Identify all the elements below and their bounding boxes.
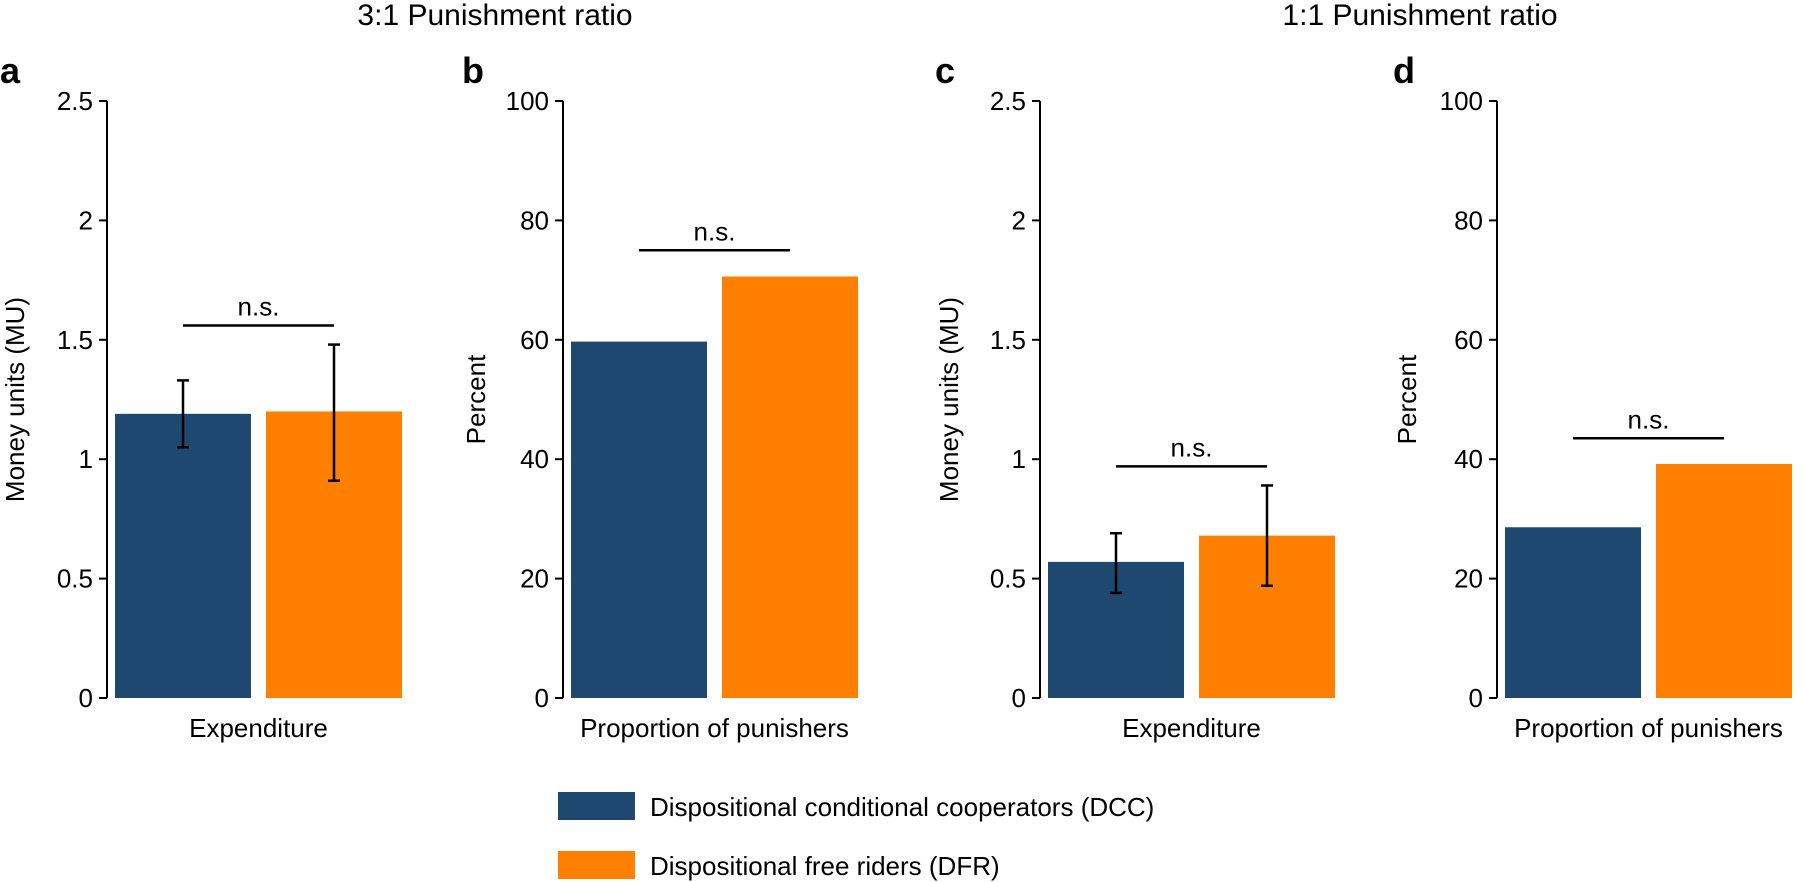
panel-a: a 0 0.5 1 1.5 2 2.5 Money units (MU) n.s. Expendi…: [0, 50, 402, 743]
panel-b: b 0 20 40 60 80 100 Percent n.s. Proportion of pu…: [461, 50, 858, 743]
panel-d: d 0 20 40 60 80 100 Percent n.s. Proportion of pu…: [1392, 50, 1792, 743]
y-tick-label: 2: [79, 205, 93, 235]
panel-letter-c: c: [935, 50, 955, 91]
legend-item-dfr: Dispositional free riders (DFR): [558, 851, 1000, 881]
y-tick-label: 0: [1012, 683, 1026, 713]
y-tick-label: 40: [520, 444, 549, 474]
legend-swatch-dfr: [558, 851, 635, 879]
group-title-3-1: 3:1 Punishment ratio: [357, 0, 632, 32]
x-category-label: Expenditure: [1122, 713, 1261, 743]
significance-label: n.s.: [1171, 432, 1213, 462]
chart-panels: a 0 0.5 1 1.5 2 2.5 Money units (MU) n.s. Expendi…: [0, 50, 1792, 743]
y-tick-label: 1.5: [57, 325, 93, 355]
x-category-label: Proportion of punishers: [1514, 713, 1783, 743]
significance-label: n.s.: [694, 216, 736, 246]
legend-label-dfr: Dispositional free riders (DFR): [650, 851, 1000, 881]
y-tick-label: 0.5: [57, 564, 93, 594]
y-axis-label: Percent: [1392, 354, 1422, 444]
panel-letter-d: d: [1393, 50, 1415, 91]
y-tick-label: 40: [1454, 444, 1483, 474]
y-tick-label: 80: [520, 205, 549, 235]
y-tick-label: 0: [79, 683, 93, 713]
legend-label-dcc: Dispositional conditional cooperators (D…: [650, 792, 1154, 822]
bar-dcc: [571, 341, 707, 698]
bar-dcc: [115, 413, 251, 698]
y-tick-label: 2: [1012, 205, 1026, 235]
y-tick-label: 80: [1454, 205, 1483, 235]
significance-label: n.s.: [238, 291, 280, 321]
panel-letter-b: b: [462, 50, 484, 91]
y-tick-label: 20: [1454, 564, 1483, 594]
y-axis-label: Money units (MU): [934, 297, 964, 502]
y-tick-label: 100: [1440, 86, 1483, 116]
y-tick-label: 60: [1454, 325, 1483, 355]
y-tick-label: 100: [506, 86, 549, 116]
y-tick-label: 1.5: [990, 325, 1026, 355]
y-tick-label: 1: [79, 444, 93, 474]
error-bar-dcc: [177, 379, 189, 449]
bar-dfr: [1656, 463, 1792, 698]
legend-swatch-dcc: [558, 792, 635, 820]
panel-c: c 0 0.5 1 1.5 2 2.5 Money units (MU) n.s. Expendi…: [934, 50, 1335, 743]
y-axis-label: Money units (MU): [0, 297, 30, 502]
legend: Dispositional conditional cooperators (D…: [558, 792, 1154, 881]
panel-letter-a: a: [0, 50, 21, 91]
error-bar-dfr: [1261, 484, 1273, 588]
legend-item-dcc: Dispositional conditional cooperators (D…: [558, 792, 1154, 822]
x-category-label: Proportion of punishers: [580, 713, 849, 743]
y-tick-label: 60: [520, 325, 549, 355]
y-tick-label: 0.5: [990, 564, 1026, 594]
error-bar-dfr: [328, 343, 340, 482]
group-title-1-1: 1:1 Punishment ratio: [1282, 0, 1557, 32]
x-category-label: Expenditure: [189, 713, 328, 743]
y-tick-label: 0: [1469, 683, 1483, 713]
y-tick-label: 1: [1012, 444, 1026, 474]
y-tick-label: 0: [535, 683, 549, 713]
y-tick-label: 2.5: [57, 86, 93, 116]
y-tick-label: 20: [520, 564, 549, 594]
y-axis-label: Percent: [461, 354, 491, 444]
significance-label: n.s.: [1628, 404, 1670, 434]
error-bar-dcc: [1110, 531, 1122, 595]
bar-dcc: [1505, 527, 1641, 698]
y-tick-label: 2.5: [990, 86, 1026, 116]
bar-dfr: [722, 276, 858, 698]
